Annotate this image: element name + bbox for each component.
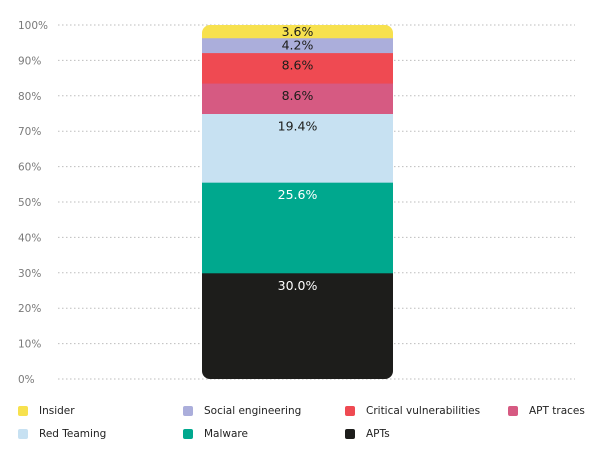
- data-label-apts: 30.0%: [278, 278, 318, 293]
- y-tick-label: 50%: [18, 197, 41, 209]
- y-tick-label: 20%: [18, 303, 41, 315]
- bar-segment-apt-traces: [202, 83, 393, 114]
- y-tick-label: 90%: [18, 55, 41, 67]
- y-tick-label: 10%: [18, 339, 41, 351]
- data-label-insider: 3.6%: [282, 24, 314, 39]
- y-tick-label: 30%: [18, 268, 41, 280]
- bar-segment-apts: [202, 272, 393, 379]
- data-label-red-teaming: 19.4%: [278, 119, 318, 134]
- y-tick-label: 80%: [18, 91, 41, 103]
- data-label-social-engineering: 4.2%: [282, 38, 314, 53]
- data-label-critical-vulnerabilities: 8.6%: [282, 58, 314, 73]
- bar-segment-malware: [202, 182, 393, 274]
- data-label-malware: 25.6%: [278, 187, 318, 202]
- bar-segment-critical-vulnerabilities: [202, 52, 393, 84]
- bar-segment-red-teaming: [202, 113, 393, 183]
- y-tick-label: 60%: [18, 162, 41, 174]
- y-tick-label: 0%: [18, 374, 35, 386]
- y-tick-label: 70%: [18, 126, 41, 138]
- bar-segments: [202, 25, 393, 379]
- segment-data-labels: 30.0% 25.6% 19.4% 8.6% 8.6% 4.2%3.6%: [278, 24, 318, 293]
- bar-segment-insider: [202, 25, 393, 39]
- data-label-apt-traces: 8.6%: [282, 88, 314, 103]
- y-axis-tick-labels: 0% 10% 20% 30% 40% 50% 60% 70% 80% 90% 100%: [18, 20, 48, 386]
- y-tick-label: 40%: [18, 232, 41, 244]
- bar-segment-social-engineering: [202, 37, 393, 54]
- y-tick-label: 100%: [18, 20, 48, 32]
